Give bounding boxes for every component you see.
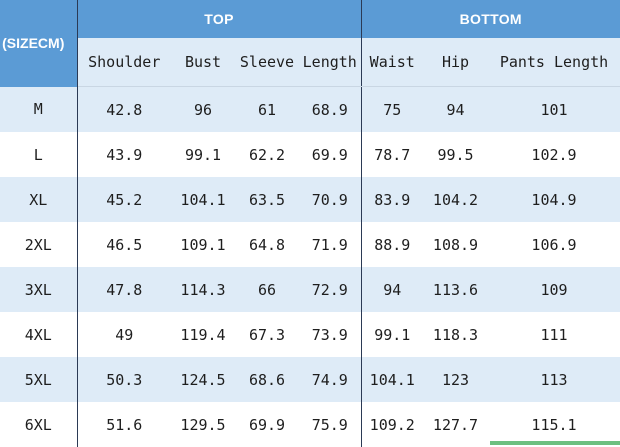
value-cell: 66: [235, 267, 299, 312]
value-cell: 67.3: [235, 312, 299, 357]
column-header-hip: Hip: [423, 38, 488, 87]
size-cell: L: [0, 132, 78, 177]
value-cell: 101: [488, 86, 620, 132]
value-cell: 72.9: [299, 267, 362, 312]
value-cell: 99.5: [423, 132, 488, 177]
value-cell: 51.6: [77, 402, 171, 447]
value-cell: 109.1: [171, 222, 235, 267]
value-cell: 109: [488, 267, 620, 312]
value-cell: 127.7: [423, 402, 488, 447]
value-cell: 113.6: [423, 267, 488, 312]
value-cell: 62.2: [235, 132, 299, 177]
value-cell: 68.6: [235, 357, 299, 402]
value-cell: 114.3: [171, 267, 235, 312]
value-cell: 69.9: [299, 132, 362, 177]
value-cell: 96: [171, 86, 235, 132]
size-cell: 4XL: [0, 312, 78, 357]
value-cell: 104.9: [488, 177, 620, 222]
value-cell: 108.9: [423, 222, 488, 267]
size-cell: 5XL: [0, 357, 78, 402]
value-cell: 129.5: [171, 402, 235, 447]
table-row: 6XL 51.6 129.5 69.9 75.9 109.2 127.7 115.1: [0, 402, 620, 447]
value-cell: 118.3: [423, 312, 488, 357]
bottom-group-header: BOTTOM: [361, 0, 620, 38]
value-cell: 102.9: [488, 132, 620, 177]
size-cell: 3XL: [0, 267, 78, 312]
table-row: L 43.9 99.1 62.2 69.9 78.7 99.5 102.9: [0, 132, 620, 177]
value-cell: 104.2: [423, 177, 488, 222]
value-cell: 61: [235, 86, 299, 132]
value-cell: 94: [423, 86, 488, 132]
value-cell: 88.9: [361, 222, 423, 267]
value-cell: 94: [361, 267, 423, 312]
size-header-cell: (SIZECM): [0, 0, 78, 87]
size-cell: 6XL: [0, 402, 78, 447]
value-cell: 73.9: [299, 312, 362, 357]
value-cell: 99.1: [361, 312, 423, 357]
value-cell: 104.1: [361, 357, 423, 402]
table-row: 5XL 50.3 124.5 68.6 74.9 104.1 123 113: [0, 357, 620, 402]
size-cell: XL: [0, 177, 78, 222]
value-cell: 104.1: [171, 177, 235, 222]
column-header-length: Length: [299, 38, 362, 87]
value-cell: 43.9: [77, 132, 171, 177]
value-cell: 50.3: [77, 357, 171, 402]
value-cell: 46.5: [77, 222, 171, 267]
value-cell: 99.1: [171, 132, 235, 177]
column-header-sleeve: Sleeve: [235, 38, 299, 87]
value-cell: 119.4: [171, 312, 235, 357]
size-cell: M: [0, 86, 78, 132]
column-header-shoulder: Shoulder: [77, 38, 171, 87]
column-header-waist: Waist: [361, 38, 423, 87]
value-cell: 49: [77, 312, 171, 357]
value-cell: 123: [423, 357, 488, 402]
column-header-pants-length: Pants Length: [488, 38, 620, 87]
table-row: 3XL 47.8 114.3 66 72.9 94 113.6 109: [0, 267, 620, 312]
value-cell: 47.8: [77, 267, 171, 312]
value-cell: 70.9: [299, 177, 362, 222]
table-row: M 42.8 96 61 68.9 75 94 101: [0, 86, 620, 132]
value-cell: 45.2: [77, 177, 171, 222]
value-cell: 68.9: [299, 86, 362, 132]
table-row: 4XL 49 119.4 67.3 73.9 99.1 118.3 111: [0, 312, 620, 357]
value-cell: 75: [361, 86, 423, 132]
value-cell: 69.9: [235, 402, 299, 447]
value-cell: 42.8: [77, 86, 171, 132]
column-header-bust: Bust: [171, 38, 235, 87]
group-header-row: (SIZECM) TOP BOTTOM: [0, 0, 620, 87]
value-cell: 74.9: [299, 357, 362, 402]
value-cell: 113: [488, 357, 620, 402]
table-row: XL 45.2 104.1 63.5 70.9 83.9 104.2 104.9: [0, 177, 620, 222]
top-group-header: TOP: [77, 0, 362, 38]
value-cell: 78.7: [361, 132, 423, 177]
value-cell: 83.9: [361, 177, 423, 222]
value-cell: 106.9: [488, 222, 620, 267]
value-cell: 63.5: [235, 177, 299, 222]
value-cell: 75.9: [299, 402, 362, 447]
column-header-row: Shoulder Bust Sleeve Length Waist Hip Pa…: [0, 38, 620, 87]
size-cell: 2XL: [0, 222, 78, 267]
value-cell: 111: [488, 312, 620, 357]
table-row: 2XL 46.5 109.1 64.8 71.9 88.9 108.9 106.9: [0, 222, 620, 267]
value-cell: 109.2: [361, 402, 423, 447]
value-cell: 71.9: [299, 222, 362, 267]
value-cell: 64.8: [235, 222, 299, 267]
accent-bar: [490, 441, 620, 445]
value-cell: 115.1: [488, 402, 620, 447]
value-cell: 124.5: [171, 357, 235, 402]
